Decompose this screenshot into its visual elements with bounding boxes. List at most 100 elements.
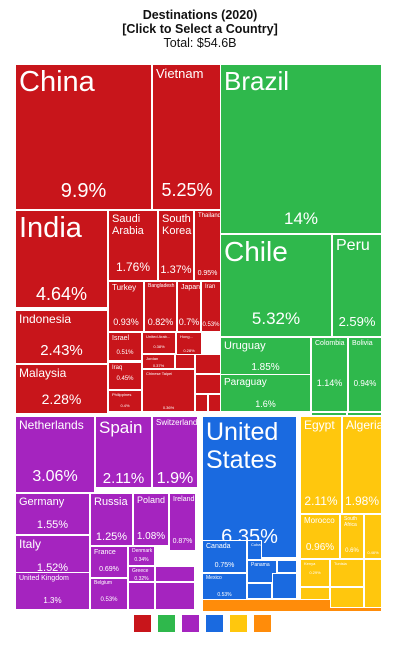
tile-small-10[interactable] [330,587,364,608]
tile-malaysia[interactable]: Malaysia 2.28% [15,364,108,414]
tile-label: Poland [137,495,166,505]
tile-bangladesh[interactable]: Bangladesh 0.82% [144,281,177,332]
tile-thailand[interactable]: Thailand 0.95% [194,210,221,281]
tile-colombia[interactable]: Colombia 1.14% [311,337,348,412]
tile-russia[interactable]: Russia 1.25% [90,493,133,546]
tile-israel[interactable]: Israel 0.51% [108,332,142,361]
tile-small-4[interactable] [208,394,221,412]
tile-small-2[interactable] [195,374,221,394]
tile-united-states[interactable]: United States 6.35% [202,416,297,558]
tile-label: Morocco [304,516,335,525]
tile-peru[interactable]: Peru 2.59% [332,234,382,337]
tile-small-3[interactable] [195,394,208,412]
tile-label: Mexico [206,575,222,581]
tile-netherlands[interactable]: Netherlands 3.06% [15,416,95,493]
tile-label: Egypt [304,418,335,432]
tile-poland[interactable]: Poland 1.08% [133,493,169,546]
treemap: China 9.9% Vietnam 5.25% India 4.64% Saudi Ara… [15,64,382,612]
tile-china[interactable]: China 9.9% [15,64,152,210]
tile-value: 0.87% [172,538,193,545]
tile-small-12[interactable] [155,566,195,582]
chart-title: Destinations (2020) [142,8,258,22]
tile-panama[interactable]: Panama [247,560,277,583]
tile-value: 0.36% [162,405,175,410]
tile-france[interactable]: France 0.69% [90,546,128,578]
tile-small-1[interactable] [195,354,221,374]
tile-label: Switzerland [156,418,198,427]
tile-value: 1.14% [316,378,343,388]
tile-greece[interactable]: Greece 0.32% [128,566,155,582]
tile-cuba[interactable]: Cuba [247,540,262,560]
tile-value: 0.53% [100,597,118,603]
tile-value: 0.51% [116,350,134,356]
tile-value: 0.34% [134,557,149,563]
tile-tunisia[interactable]: Tunisia [330,559,364,587]
tile-chile[interactable]: Chile 5.32% [220,234,332,337]
tile-small-5[interactable] [311,412,347,416]
europe-swatch[interactable] [181,614,200,633]
tile-label: Israel [112,335,130,342]
tile-belgium[interactable]: Belgium 0.53% [90,578,128,610]
tile-label: Thailand [198,213,221,219]
tile-value: 1.85% [251,362,280,373]
tile-saudi-arabia[interactable]: Saudi Arabia 1.76% [108,210,158,281]
tile-india[interactable]: India 4.64% [15,210,108,308]
tile-jordan[interactable]: Jordan 0.37% [142,354,175,369]
tile-denmark[interactable]: Denmark 0.34% [128,546,155,566]
asia-swatch[interactable] [133,614,152,633]
tile-label: Spain [99,418,143,437]
tile-label: Panama [251,562,270,568]
tile-value: 1.3% [43,596,62,605]
tile-egypt[interactable]: Egypt 2.11% [300,416,342,514]
tile-bolivia[interactable]: Bolivia 0.94% [348,337,382,412]
tile-south-korea[interactable]: South Korea 1.37% [158,210,194,281]
tile-paraguay[interactable]: Paraguay 1.6% [220,374,311,412]
tile-label: Canada [206,543,231,550]
tile-small-14[interactable] [128,582,155,610]
tile-iran[interactable]: Iran 0.53% [201,281,221,332]
tile-morocco[interactable]: Morocco 0.96% [300,514,340,559]
tile-chinese-taipei[interactable]: Chinese Taipei 0.36% [142,369,195,412]
tile-iraq[interactable]: Iraq 0.45% [108,362,142,390]
tile-label: Tunisia [334,561,347,566]
tile-indonesia[interactable]: Indonesia 2.43% [15,310,108,364]
tile-canada[interactable]: Canada 0.75% [202,540,247,573]
tile-small-6[interactable] [347,412,382,416]
tile-small-9[interactable] [272,573,297,599]
tile-philippines[interactable]: Philippines 0.4% [108,390,142,412]
tile-japan[interactable]: Japan 0.7% [177,281,201,332]
tile-germany[interactable]: Germany 1.55% [15,493,90,535]
tile-value: 0.96% [305,542,335,553]
tile-algeria[interactable]: Algeria 1.98% [342,416,382,514]
tile-label: Chinese Taipei [146,371,173,376]
tile-label: Uruguay [224,340,266,352]
tile-brazil[interactable]: Brazil 14% [220,64,382,234]
oceania-swatch[interactable] [253,614,272,633]
americas-south-swatch[interactable] [157,614,176,633]
tile-switzerland[interactable]: Switzerland 1.9% [152,416,198,488]
tile-value: 0.6% [345,548,359,554]
tile-vietnam[interactable]: Vietnam 5.25% [152,64,222,210]
americas-north-swatch[interactable] [205,614,224,633]
tile-united-kingdom[interactable]: United Kingdom 1.3% [15,572,90,610]
tile-small-13[interactable] [155,582,195,610]
tile-turkey[interactable]: Turkey 0.93% [108,281,144,332]
tile-small-8[interactable] [247,583,272,599]
tile-africa-other-48[interactable]: 0.46% [364,514,382,559]
africa-swatch[interactable] [229,614,248,633]
tile-united-arab[interactable]: United Arab... 0.38% [142,332,176,354]
tile-value: 0.53% [202,322,220,328]
tile-ireland[interactable]: Ireland 0.87% [169,493,196,551]
tile-small-0[interactable] [175,354,195,369]
tile-small-7[interactable] [277,560,297,573]
tile-south-africa[interactable]: South Africa 0.6% [340,514,364,559]
tile-label: Denmark [132,548,153,554]
tile-label: Jordan [146,356,159,361]
tile-label: Bangladesh [148,283,175,289]
tile-small-11[interactable] [364,559,382,608]
tile-label: Malaysia [19,366,67,380]
tile-value: 0.7% [178,317,200,327]
tile-spain[interactable]: Spain 2.11% [95,416,152,488]
chart-subtitle: [Click to Select a Country] [122,22,278,36]
tile-kenya[interactable]: Kenya 0.29% [300,559,330,587]
